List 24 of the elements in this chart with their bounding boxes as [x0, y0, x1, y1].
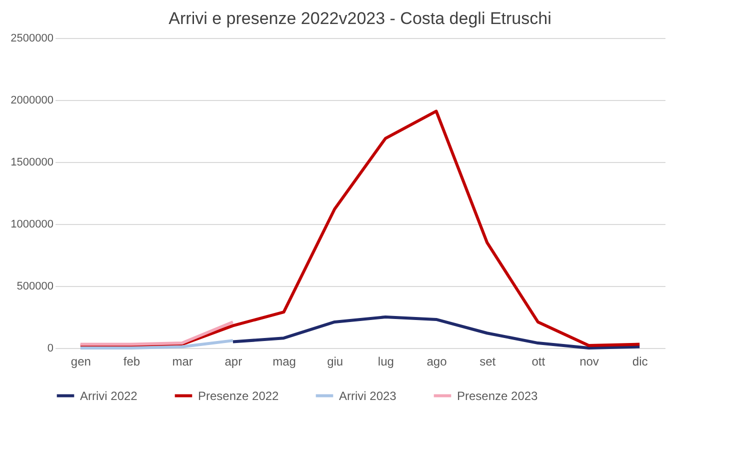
- x-tick-label: mag: [272, 354, 296, 368]
- y-tick-label: 500000: [16, 280, 54, 292]
- y-tick-label: 1500000: [10, 156, 54, 168]
- legend-label: Arrivi 2023: [339, 388, 397, 403]
- y-tick-label: 2500000: [10, 32, 54, 44]
- x-tick-label: nov: [580, 354, 599, 368]
- x-tick-label: set: [480, 354, 496, 368]
- x-tick-label: ott: [532, 354, 546, 368]
- x-tick-label: ago: [426, 354, 448, 368]
- line-series: [231, 316, 642, 350]
- x-tick-label: giu: [327, 354, 344, 368]
- x-tick-label: apr: [224, 354, 242, 368]
- legend-label: Presenze 2022: [198, 388, 280, 403]
- legend-label: Presenze 2023: [457, 388, 538, 403]
- x-tick-label: gen: [70, 354, 91, 368]
- x-tick-label: dic: [632, 354, 648, 368]
- chart-title: Arrivi e presenze 2022v2023 - Costa degli Etruschi: [168, 9, 552, 28]
- legend-label: Arrivi 2022: [80, 388, 138, 403]
- x-tick-label: lug: [378, 354, 394, 368]
- x-tick-label: mar: [172, 354, 193, 368]
- y-tick-label: 2000000: [10, 94, 54, 106]
- x-tick-label: feb: [123, 354, 140, 368]
- y-tick-label: 1000000: [10, 218, 54, 230]
- y-tick-label: 0: [47, 342, 54, 354]
